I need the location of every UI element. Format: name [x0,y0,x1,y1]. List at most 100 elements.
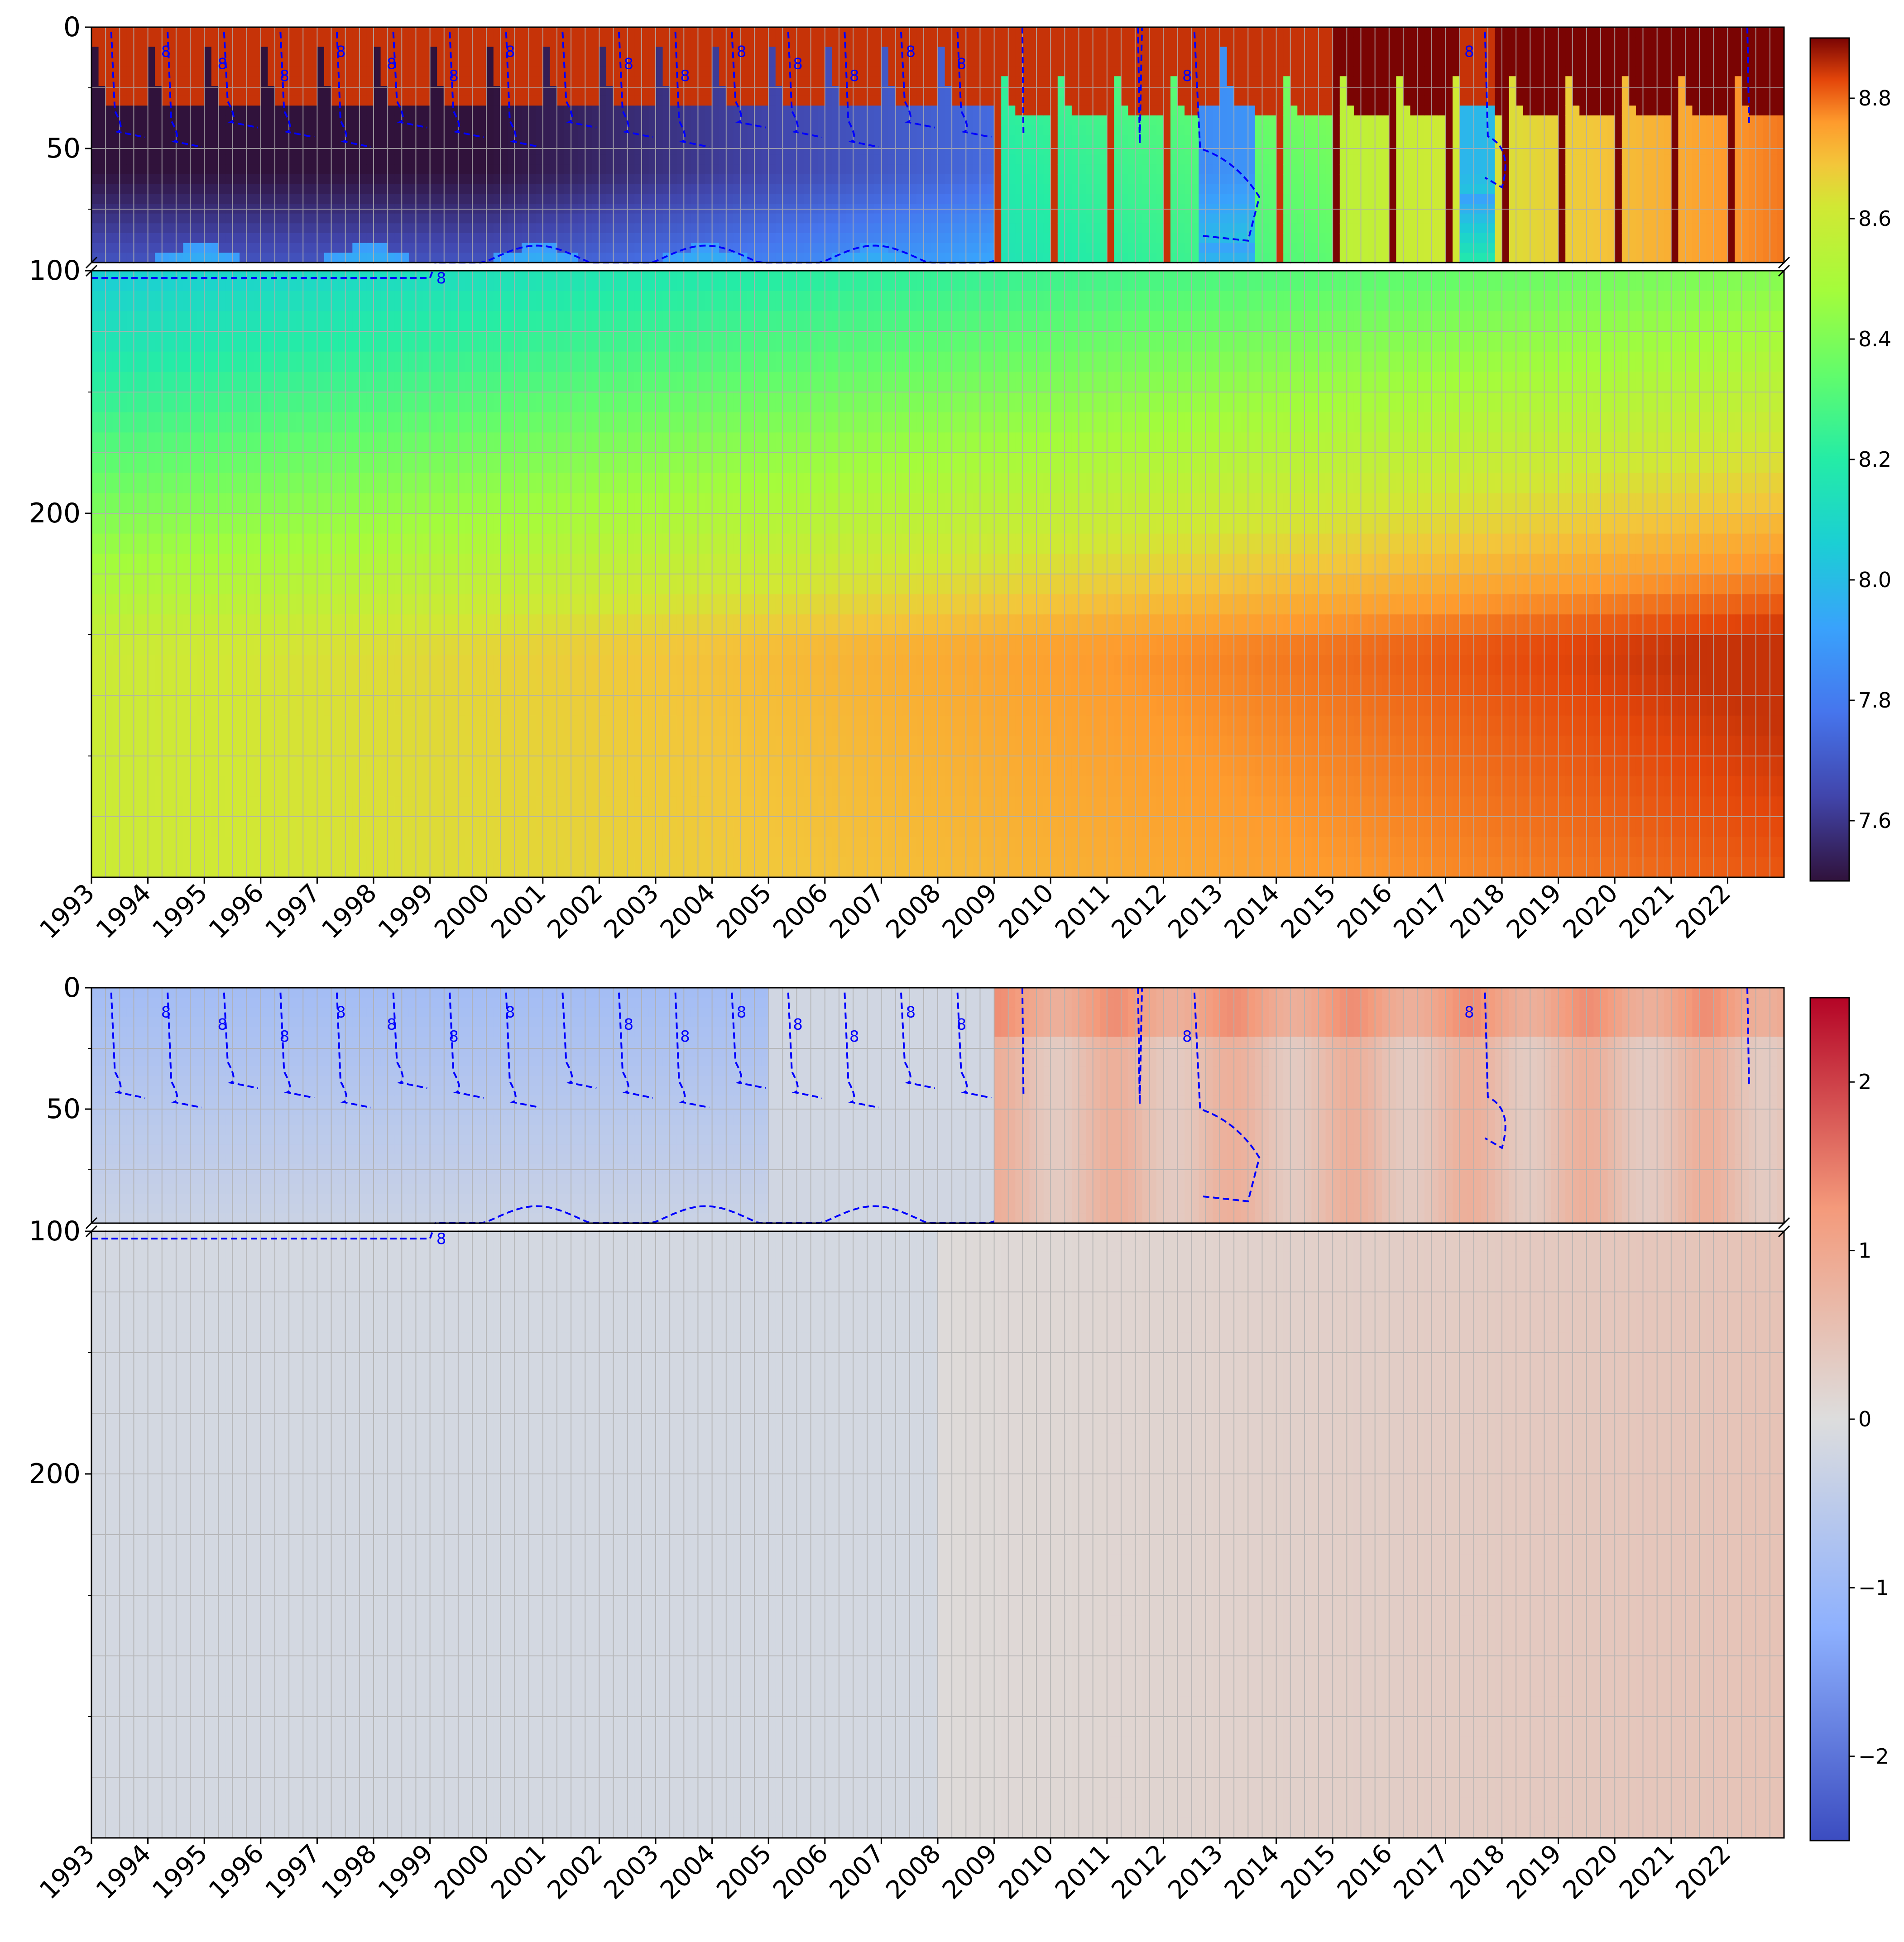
heatmap-cell [225,125,233,135]
heatmap-cell [289,796,297,817]
heatmap-cell [183,695,191,716]
heatmap-cell [578,756,585,777]
heatmap-cell [493,614,501,635]
heatmap-cell [634,432,642,453]
heatmap-cell [190,817,198,837]
heatmap-cell [451,453,459,474]
heatmap-cell [733,594,741,615]
heatmap-cell [423,736,431,756]
heatmap-cell [183,194,191,204]
heatmap-cell [148,837,155,857]
heatmap-cell [310,125,317,135]
heatmap-cell [190,194,198,204]
heatmap-cell [98,164,106,175]
heatmap-cell [176,351,184,372]
heatmap-cell [254,184,261,194]
heatmap-cell [648,453,656,474]
heatmap-cell [282,594,289,615]
heatmap-cell [126,311,134,332]
heatmap-cell [740,194,748,204]
heatmap-cell [380,756,388,777]
heatmap-cell [388,66,395,77]
heatmap-cell [486,574,494,595]
heatmap-cell [719,135,727,145]
heatmap-cell [528,574,536,595]
heatmap-cell [91,115,99,126]
heatmap-cell [282,715,289,736]
heatmap-cell [260,27,268,38]
heatmap-cell [726,47,734,57]
heatmap-cell [620,164,628,175]
heatmap-cell [451,291,459,311]
heatmap-cell [733,655,741,675]
heatmap-cell [705,513,713,534]
heatmap-cell [91,695,99,716]
heatmap-cell [282,533,289,554]
heatmap-cell [507,635,515,655]
heatmap-cell [106,574,113,595]
heatmap-cell [246,453,254,474]
heatmap-cell [388,776,395,797]
heatmap-cell [408,736,417,756]
heatmap-cell [486,533,494,554]
heatmap-cell [148,655,155,675]
heatmap-cell [246,57,254,67]
heatmap-cell [670,817,677,837]
heatmap-cell [324,796,332,817]
heatmap-cell [345,614,353,635]
heatmap-cell [592,311,599,332]
heatmap-cell [613,796,621,817]
heatmap-cell [641,135,649,145]
heatmap-cell [190,291,198,311]
heatmap-cell [486,412,494,433]
heatmap-cell [204,817,212,837]
heatmap-cell [528,655,536,675]
heatmap-cell [423,594,431,615]
heatmap-cell [225,57,233,67]
heatmap-cell [676,184,684,194]
heatmap-cell [141,554,149,574]
heatmap-cell [134,164,141,175]
heatmap-cell [126,174,134,185]
heatmap-cell [268,243,275,253]
heatmap-cell [430,432,437,453]
heatmap-cell [479,125,487,135]
heatmap-cell [331,372,339,392]
heatmap-cell [648,372,656,392]
heatmap-cell [254,194,261,204]
heatmap-cell [408,96,417,106]
heatmap-cell [240,135,247,145]
heatmap-cell [134,125,141,135]
heatmap-cell [592,96,599,106]
heatmap-cell [148,756,155,777]
heatmap-cell [571,432,579,453]
heatmap-cell [289,594,297,615]
heatmap-cell [634,233,642,244]
heatmap-cell [232,164,240,175]
heatmap-cell [112,125,120,135]
heatmap-cell [190,66,198,77]
heatmap-cell [648,432,656,453]
heatmap-cell [528,351,536,372]
heatmap-cell [225,594,233,615]
heatmap-cell [578,554,585,574]
heatmap-cell [648,271,656,292]
heatmap-cell [536,243,543,253]
heatmap-cell [246,223,254,234]
heatmap-cell [522,37,529,47]
heatmap-cell [719,817,727,837]
heatmap-cell [719,695,727,716]
heatmap-cell [408,291,417,311]
heatmap-cell [585,796,593,817]
heatmap-cell [564,253,571,263]
heatmap-cell [500,86,508,96]
heatmap-cell [197,164,205,175]
heatmap-cell [141,574,149,595]
heatmap-cell [394,675,402,696]
heatmap-cell [507,271,515,292]
heatmap-cell [402,574,409,595]
heatmap-cell [176,574,184,595]
heatmap-cell [91,351,99,372]
heatmap-cell [444,614,451,635]
heatmap-cell [268,493,275,514]
